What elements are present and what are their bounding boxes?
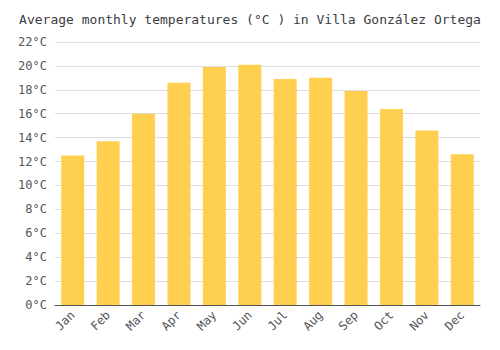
svg-text:10°C: 10°C (18, 178, 47, 192)
svg-text:Sep: Sep (336, 308, 361, 333)
svg-text:Nov: Nov (407, 308, 432, 333)
svg-text:18°C: 18°C (18, 83, 47, 97)
svg-text:8°C: 8°C (25, 202, 47, 216)
svg-text:0°C: 0°C (25, 298, 47, 312)
svg-text:20°C: 20°C (18, 59, 47, 73)
svg-text:2°C: 2°C (25, 274, 47, 288)
svg-text:4°C: 4°C (25, 250, 47, 264)
svg-text:Jul: Jul (265, 308, 290, 333)
svg-text:Aug: Aug (300, 308, 325, 333)
svg-text:Jun: Jun (230, 308, 255, 333)
svg-text:Mar: Mar (123, 308, 148, 333)
svg-text:Dec: Dec (442, 308, 467, 333)
svg-text:12°C: 12°C (18, 155, 47, 169)
svg-text:Feb: Feb (88, 308, 113, 333)
svg-text:Apr: Apr (159, 308, 184, 333)
svg-text:Oct: Oct (371, 308, 396, 333)
svg-text:16°C: 16°C (18, 107, 47, 121)
svg-text:22°C: 22°C (18, 35, 47, 49)
svg-text:14°C: 14°C (18, 131, 47, 145)
svg-text:May: May (194, 308, 219, 333)
svg-text:Average monthly temperatures (: Average monthly temperatures (°C ) in Vi… (19, 12, 481, 27)
svg-text:Jan: Jan (52, 308, 77, 333)
svg-text:6°C: 6°C (25, 226, 47, 240)
